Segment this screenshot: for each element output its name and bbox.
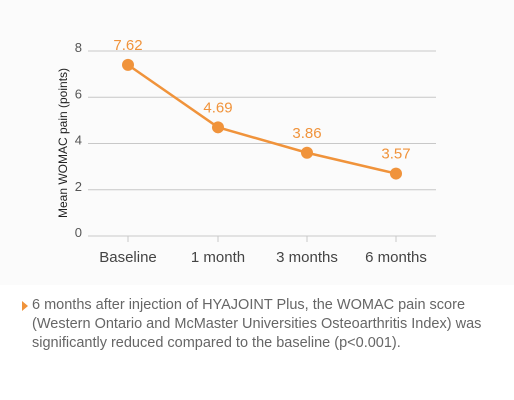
data-point-0 <box>122 58 134 71</box>
series-line <box>127 63 397 175</box>
line-chart: 0 2 4 6 8 Baseline 1 month 3 months 6 months Mean… <box>56 37 436 266</box>
y-axis-label: Mean WOMAC pain (points) <box>56 68 70 218</box>
data-point-1 <box>212 121 224 134</box>
x-tick-label-2: 3 months <box>276 249 338 266</box>
y-tick-label-0: 0 <box>75 225 82 240</box>
data-label-1: 4.69 <box>203 99 232 116</box>
y-tick-label-6: 6 <box>75 86 82 101</box>
data-label-0: 7.62 <box>113 37 142 54</box>
chart-panel: 0 2 4 6 8 Baseline 1 month 3 months 6 months Mean… <box>56 36 436 266</box>
y-tick-label-8: 8 <box>75 40 82 55</box>
data-label-2: 3.86 <box>292 125 321 142</box>
x-tick-label-0: Baseline <box>99 249 157 266</box>
data-point-3 <box>390 167 402 180</box>
data-point-2 <box>301 146 313 159</box>
triangle-right-icon <box>22 301 28 311</box>
y-tick-label-4: 4 <box>75 133 82 148</box>
footnote: 6 months after injection of HYAJOINT Plu… <box>22 296 502 353</box>
data-label-3: 3.57 <box>381 146 410 163</box>
footnote-text: 6 months after injection of HYAJOINT Plu… <box>32 297 482 351</box>
y-tick-label-2: 2 <box>75 179 82 194</box>
x-tick-label-3: 6 months <box>365 249 427 266</box>
x-tick-label-1: 1 month <box>191 249 245 266</box>
